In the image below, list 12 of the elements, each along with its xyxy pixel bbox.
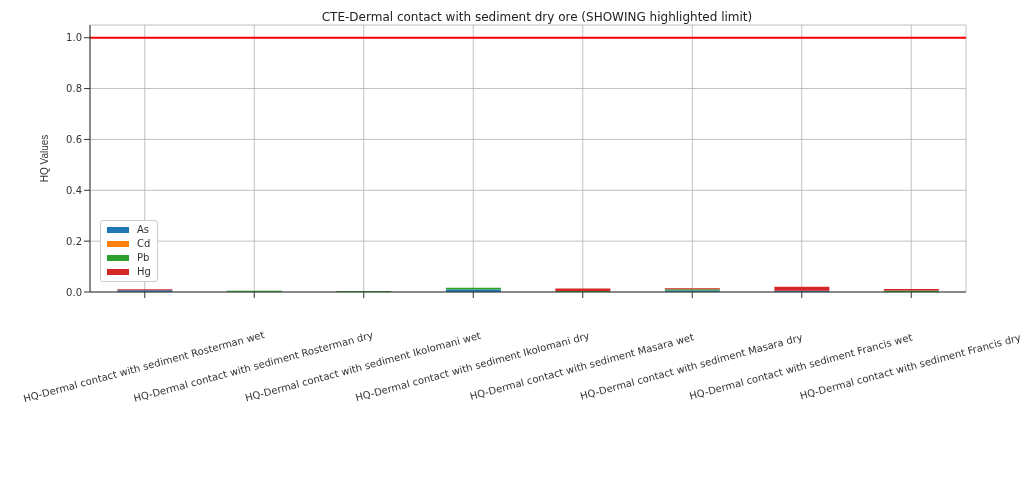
legend-label: Pb xyxy=(137,251,150,265)
y-tick-label: 0.0 xyxy=(66,286,82,298)
chart-title: CTE-Dermal contact with sediment dry ore (SHOWING highlighted limit) xyxy=(320,10,754,24)
legend-label: As xyxy=(137,223,150,237)
y-tick-label: 0.2 xyxy=(66,235,82,247)
y-axis-title: HQ Values xyxy=(38,134,50,183)
y-tick-label: 0.8 xyxy=(66,83,82,95)
legend-label: Cd xyxy=(137,237,151,251)
y-tick-label: 1.0 xyxy=(66,32,82,44)
legend-label: Hg xyxy=(137,265,151,279)
y-tick-label: 0.6 xyxy=(66,133,82,145)
y-tick-label: 0.4 xyxy=(66,184,82,196)
